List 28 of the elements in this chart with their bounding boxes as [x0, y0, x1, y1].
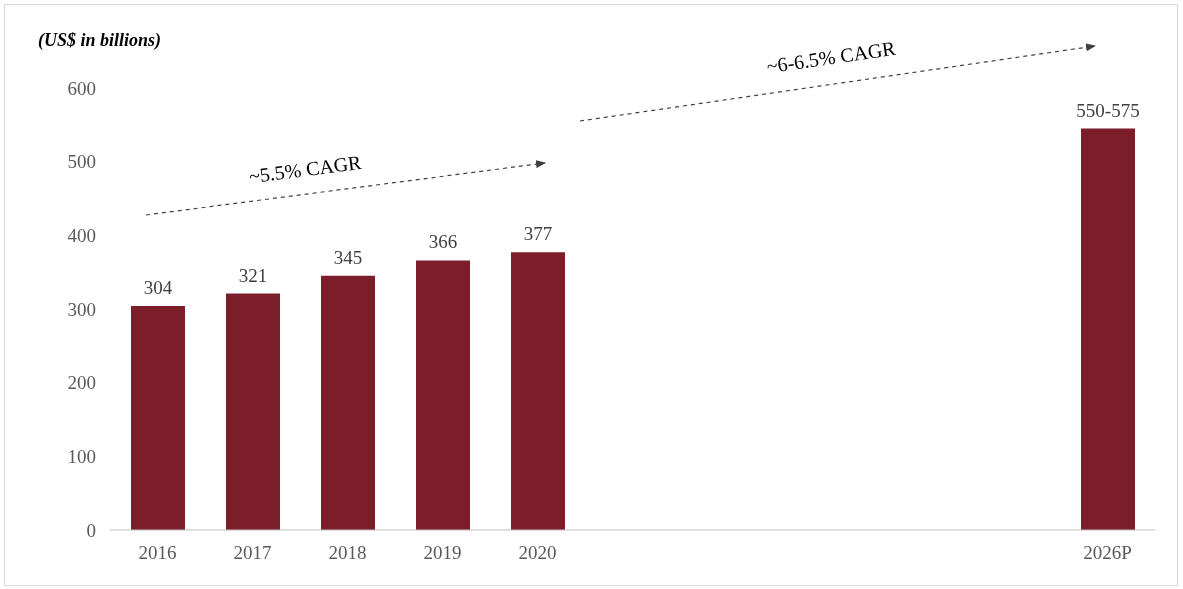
- bar: [511, 252, 565, 530]
- y-tick-label: 400: [67, 225, 96, 247]
- annotation: ~5.5% CAGR: [247, 150, 364, 188]
- x-tick-label: 2026P: [1083, 542, 1132, 564]
- y-tick-label: 600: [67, 77, 96, 99]
- y-tick-label: 0: [86, 519, 96, 541]
- x-tick-label: 2016: [138, 542, 177, 564]
- bar: [226, 293, 280, 530]
- data-label: 366: [428, 231, 458, 253]
- y-tick-label: 300: [67, 298, 96, 320]
- x-tick-label: 2017: [233, 542, 272, 564]
- y-axis-title: (US$ in billions): [38, 30, 162, 51]
- y-tick-label: 100: [67, 446, 96, 468]
- x-tick-label: 2019: [423, 542, 462, 564]
- data-label: 304: [143, 277, 173, 299]
- bar: [131, 306, 185, 530]
- data-label: 377: [523, 223, 553, 245]
- text: ~6-6.5% CAGR: [765, 36, 898, 78]
- y-tick-label: 500: [67, 151, 96, 173]
- data-label: 345: [333, 246, 363, 268]
- data-label: 321: [238, 264, 268, 286]
- bar: [416, 260, 470, 530]
- y-tick-label: 200: [67, 372, 96, 394]
- bar: [1081, 128, 1135, 530]
- data-label: 550-575: [1076, 99, 1140, 121]
- bar: [321, 275, 375, 530]
- x-tick-label: 2020: [518, 542, 557, 564]
- x-tick-label: 2018: [328, 542, 367, 564]
